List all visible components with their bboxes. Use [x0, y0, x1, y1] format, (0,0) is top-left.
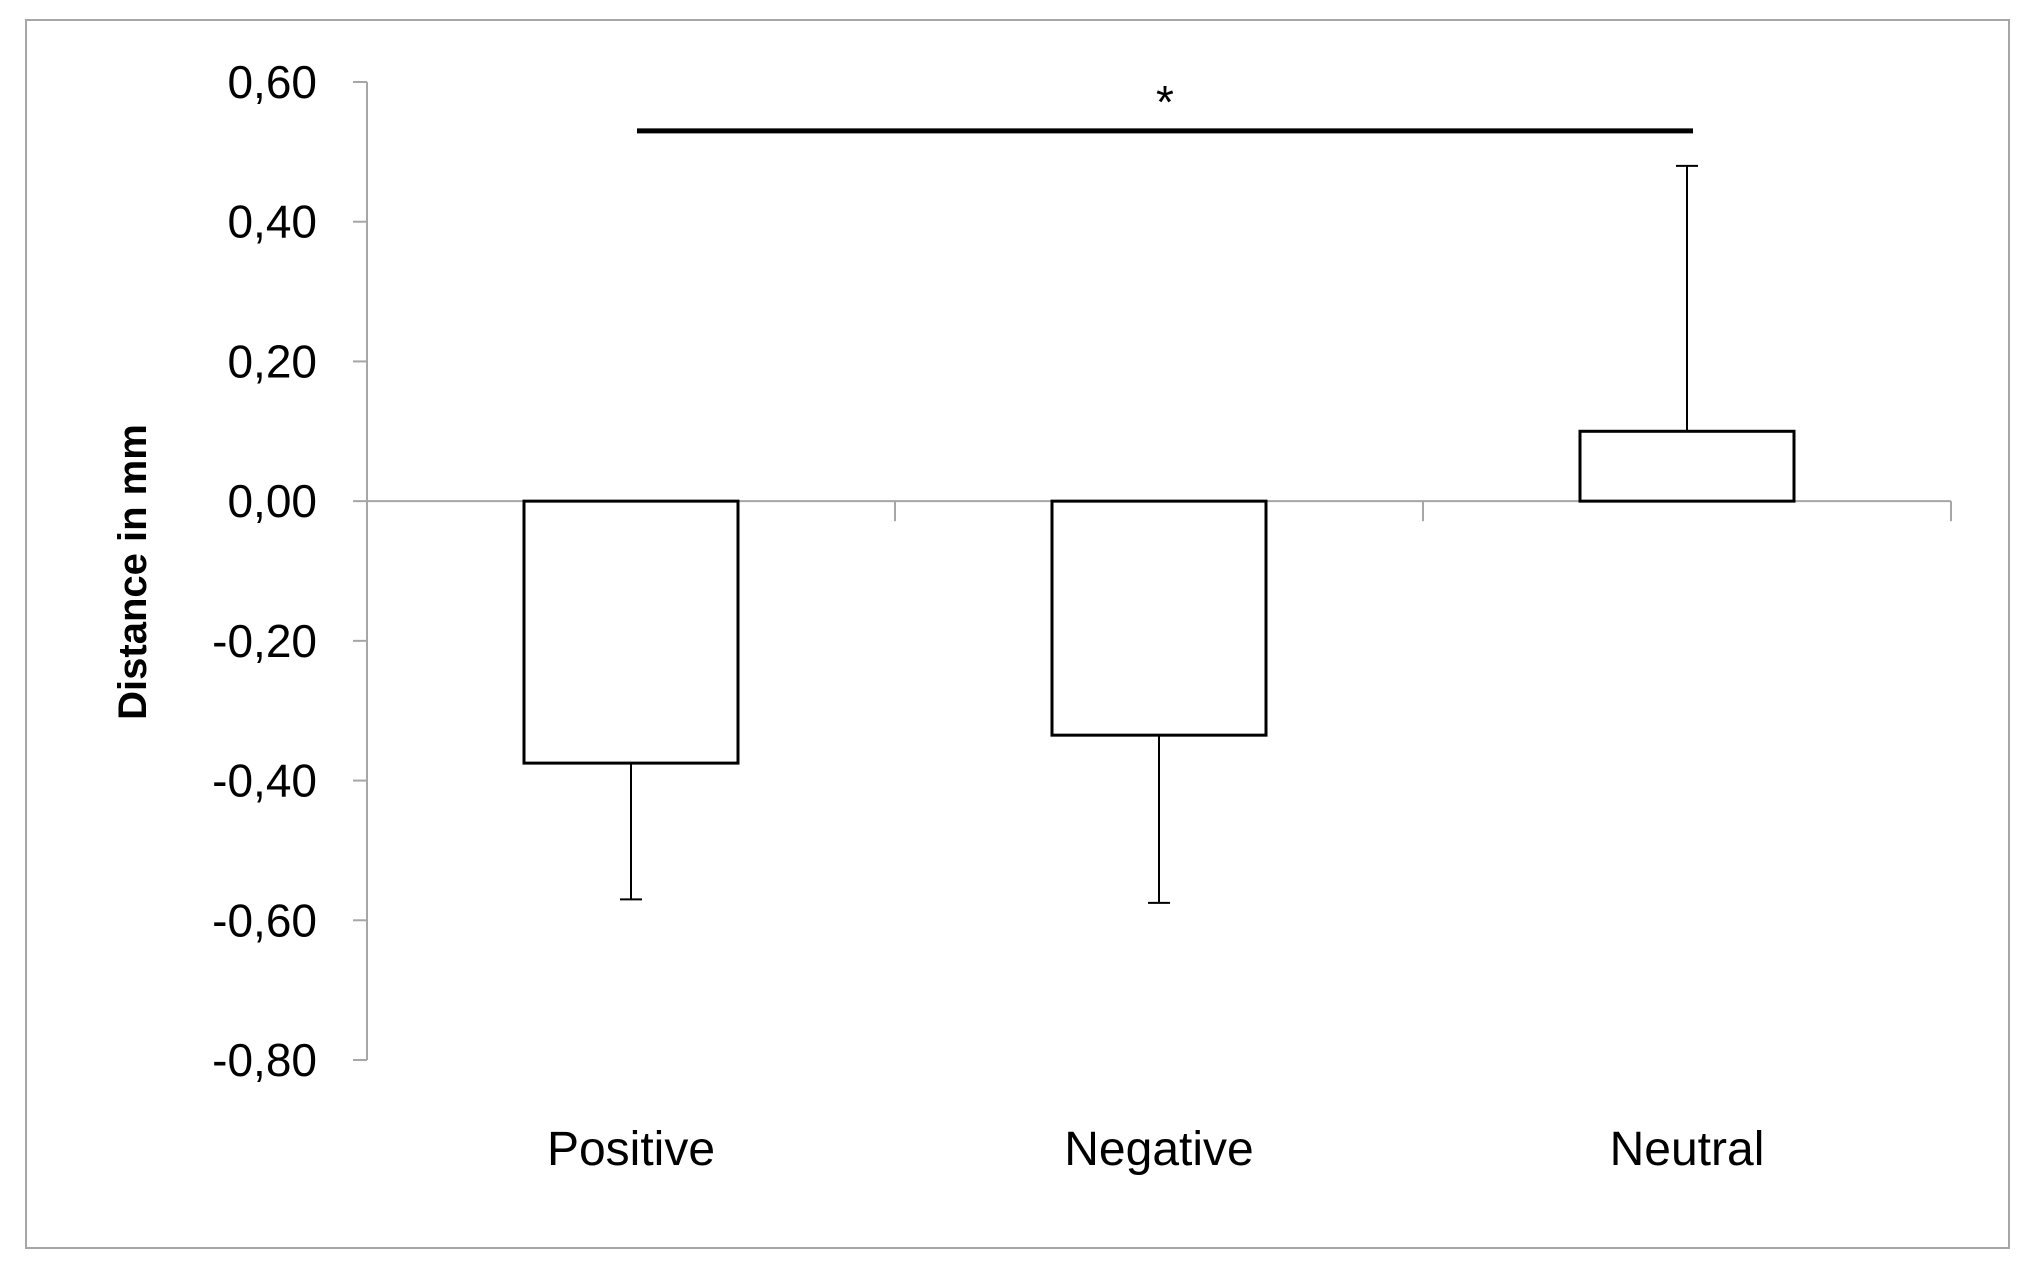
- x-category-label: Negative: [1064, 1123, 1253, 1176]
- y-tick-label: -0,40: [212, 755, 317, 807]
- y-tick-label: -0,80: [212, 1034, 317, 1086]
- y-tick-label: 0,20: [227, 335, 317, 387]
- y-tick-label: 0,60: [227, 56, 317, 108]
- y-tick-label: 0,40: [227, 196, 317, 248]
- labels: 0,60 0,40 0,20 0,00 -0,20 -0,40 -0,60 -0,80 Posi…: [212, 56, 1764, 1176]
- bar-neutral: [1578, 429, 1796, 503]
- significance-asterisk: *: [1156, 76, 1174, 128]
- x-category-label: Positive: [547, 1123, 715, 1176]
- y-tick-label: -0,60: [212, 894, 317, 946]
- bar-positive: [522, 499, 740, 765]
- chart-frame: [25, 19, 2010, 1249]
- y-tick-label: -0,20: [212, 615, 317, 667]
- y-tick-label: 0,00: [227, 475, 317, 527]
- bar-negative: [1050, 499, 1268, 737]
- x-category-label: Neutral: [1610, 1123, 1765, 1176]
- y-axis-title: Distance in mm: [111, 424, 155, 720]
- bars: [522, 128, 1796, 904]
